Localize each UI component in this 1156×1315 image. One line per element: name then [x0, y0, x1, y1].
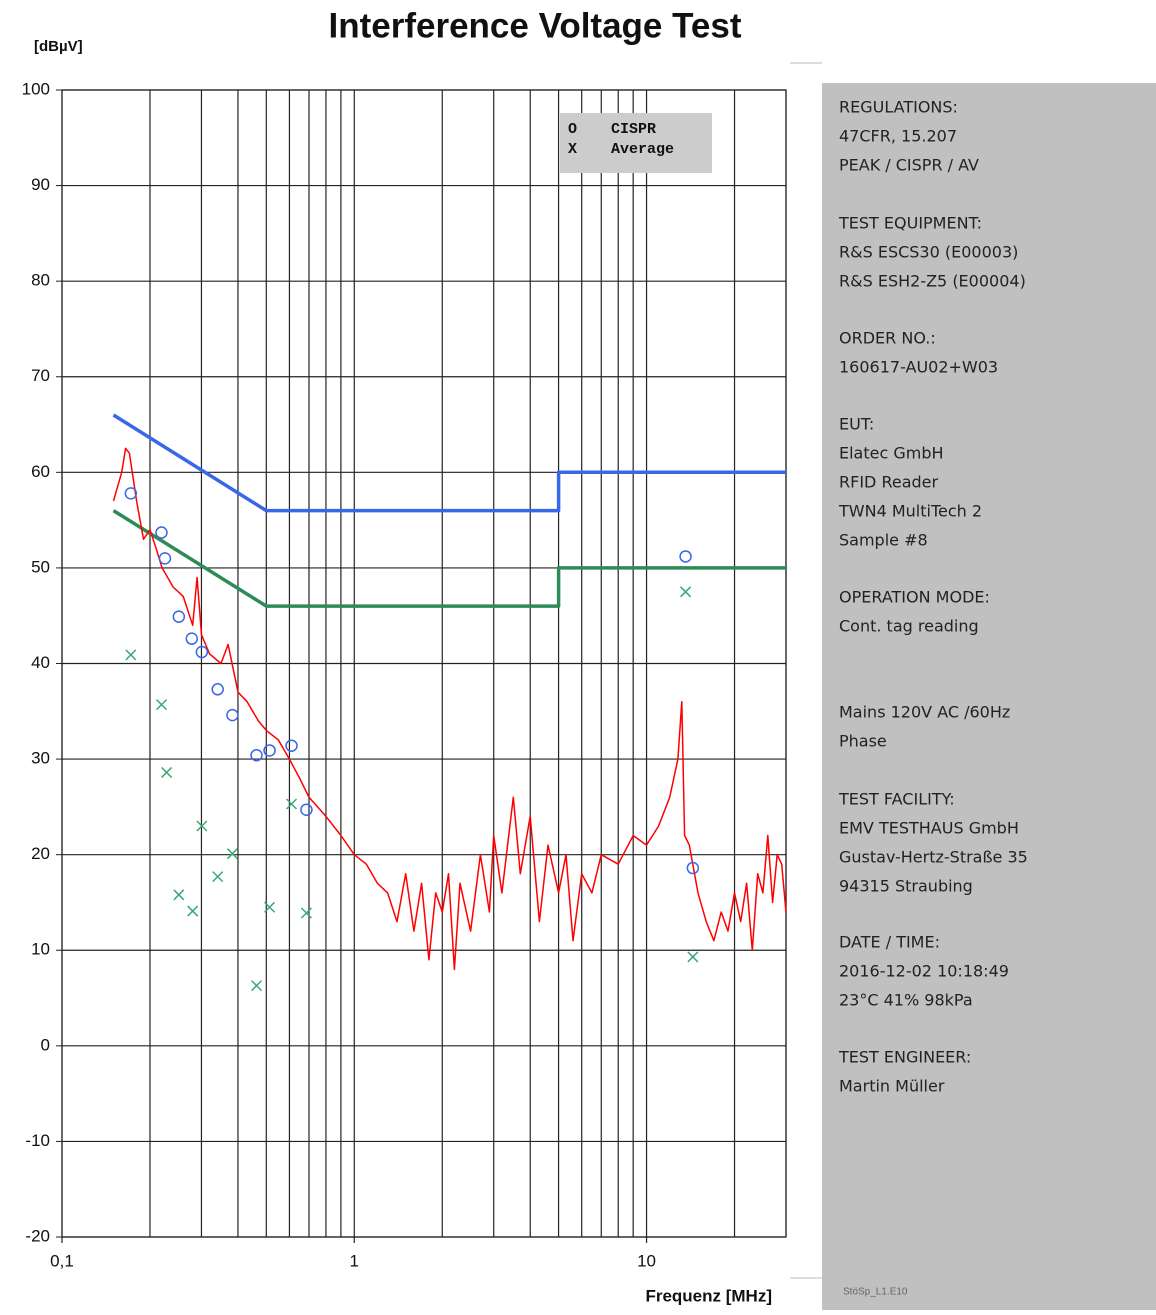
- side-panel-text: OPERATION MODE:: [839, 588, 990, 607]
- side-panel-text: Sample #8: [839, 531, 928, 550]
- side-panel-text: Cont. tag reading: [839, 617, 979, 636]
- side-panel-text: 23°C 41% 98kPa: [839, 991, 973, 1010]
- side-panel-text: Mains 120V AC /60Hz: [839, 703, 1010, 722]
- cispr-point: [185, 632, 199, 645]
- series-line: [112, 413, 786, 513]
- average-point: [286, 798, 298, 810]
- side-panel-text: 47CFR, 15.207: [839, 127, 957, 146]
- average-point: [155, 699, 168, 711]
- y-tick-label: 80: [31, 271, 50, 290]
- cispr-point: [679, 550, 692, 563]
- average-point: [173, 889, 185, 901]
- side-panel-text: Elatec GmbH: [839, 444, 944, 463]
- y-tick-label: 30: [31, 749, 50, 768]
- average-point: [680, 586, 692, 598]
- side-panel-text: REGULATIONS:: [839, 98, 958, 117]
- side-panel-text: PEAK / CISPR / AV: [839, 156, 979, 175]
- x-tick-label: 1: [350, 1251, 359, 1270]
- cispr-point: [155, 526, 168, 539]
- y-axis-label: [dBµV]: [34, 38, 83, 55]
- average-point: [161, 766, 173, 778]
- side-panel-text: Gustav-Hertz-Straße 35: [839, 848, 1028, 867]
- cispr-point: [158, 552, 172, 565]
- x-tick-label: 0,1: [50, 1251, 74, 1270]
- side-panel-text: TEST EQUIPMENT:: [838, 214, 982, 233]
- cispr-point: [226, 708, 239, 722]
- side-panel-text: DATE / TIME:: [839, 933, 940, 952]
- y-tick-label: 70: [31, 366, 50, 385]
- y-tick-label: 40: [31, 653, 50, 672]
- side-panel-text: TEST FACILITY:: [838, 790, 955, 809]
- x-tick-label: 10: [637, 1251, 656, 1270]
- y-tick-label: 20: [31, 844, 50, 863]
- y-tick-label: -10: [25, 1131, 50, 1150]
- legend-marker: X: [568, 141, 577, 158]
- cispr-point: [686, 861, 700, 875]
- average-point: [196, 820, 208, 832]
- side-panel-text: EUT:: [839, 415, 874, 434]
- average-point: [251, 980, 263, 992]
- cispr-point: [285, 739, 298, 752]
- side-panel-text: Martin Müller: [839, 1077, 945, 1096]
- average-point: [264, 901, 276, 913]
- y-tick-label: 0: [41, 1035, 50, 1054]
- side-panel-text: TWN4 MultiTech 2: [838, 502, 982, 521]
- legend-label: CISPR: [611, 121, 656, 138]
- footer-note: StöSp_L1.E10: [843, 1287, 908, 1298]
- y-tick-label: 90: [31, 175, 50, 194]
- side-panel-text: 160617-AU02+W03: [839, 358, 998, 377]
- side-panel-text: R&S ESCS30 (E00003): [839, 243, 1018, 262]
- cispr-point: [300, 803, 313, 816]
- series-line: [112, 447, 787, 971]
- legend-marker: O: [568, 121, 577, 138]
- x-axis-label: Frequenz [MHz]: [645, 1286, 772, 1305]
- side-panel-text: RFID Reader: [839, 473, 938, 492]
- y-tick-label: -20: [25, 1226, 50, 1245]
- cispr-point: [211, 683, 224, 696]
- side-panel: [822, 83, 1156, 1310]
- series-line: [112, 509, 786, 608]
- average-point: [187, 905, 199, 917]
- y-tick-label: 100: [22, 79, 50, 98]
- cispr-point: [172, 610, 186, 623]
- plot-border: [61, 89, 787, 1238]
- side-panel-text: 2016-12-02 10:18:49: [839, 962, 1009, 981]
- legend-box: [560, 113, 712, 173]
- side-panel-text: TEST ENGINEER:: [838, 1048, 971, 1067]
- chart-title: Interference Voltage Test: [329, 6, 742, 45]
- cispr-point: [263, 744, 276, 757]
- cispr-point: [250, 749, 263, 762]
- average-point: [226, 848, 238, 860]
- side-panel-text: 94315 Straubing: [839, 877, 973, 896]
- average-point: [300, 907, 312, 919]
- legend-label: Average: [611, 141, 674, 158]
- y-tick-label: 10: [31, 940, 50, 959]
- side-panel-text: R&S ESH2-Z5 (E00004): [839, 272, 1026, 291]
- side-panel-text: Phase: [839, 732, 887, 751]
- average-point: [125, 649, 137, 661]
- side-panel-text: ORDER NO.:: [839, 329, 936, 348]
- side-panel-text: EMV TESTHAUS GmbH: [839, 819, 1019, 838]
- y-tick-label: 60: [31, 462, 50, 481]
- y-tick-label: 50: [31, 557, 50, 576]
- average-point: [687, 951, 699, 963]
- average-point: [212, 871, 224, 883]
- cispr-point: [195, 645, 209, 659]
- cispr-point: [124, 487, 138, 500]
